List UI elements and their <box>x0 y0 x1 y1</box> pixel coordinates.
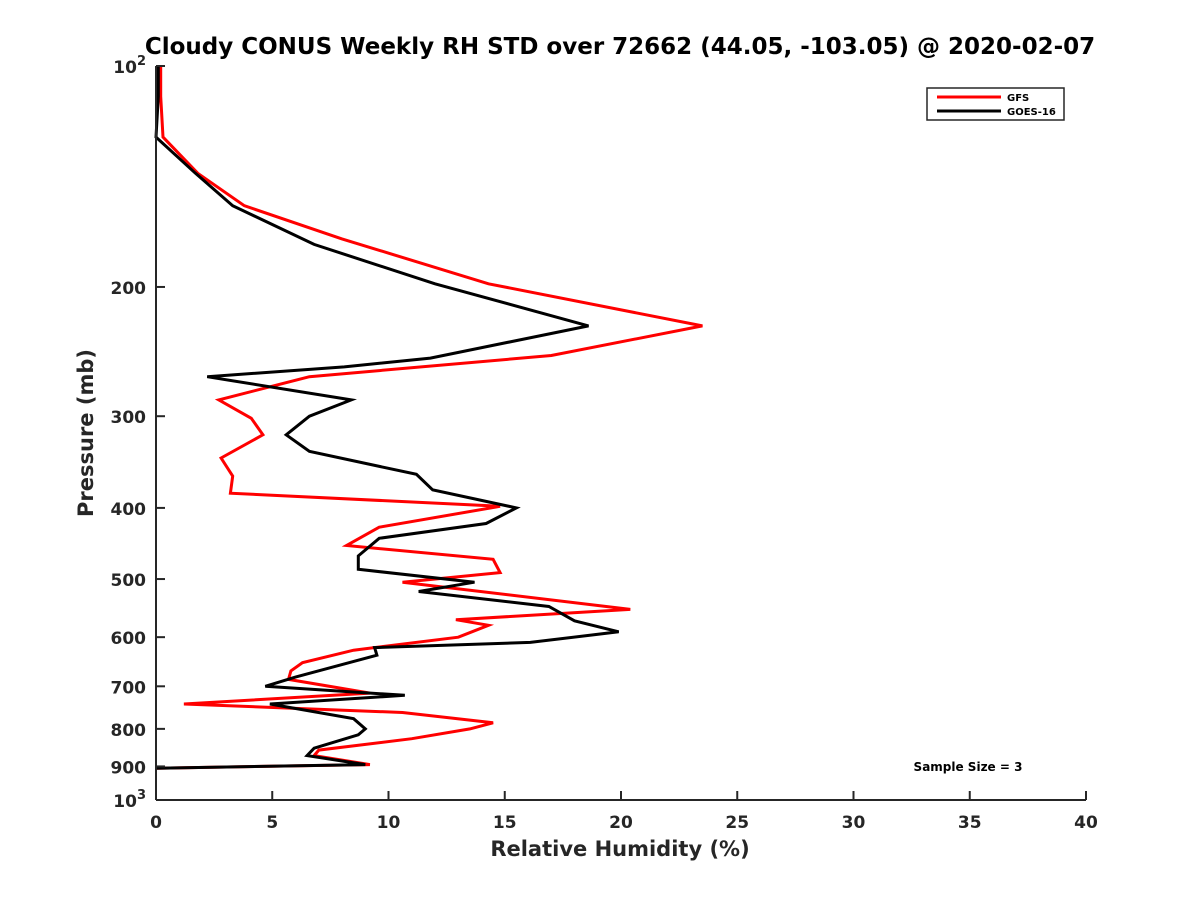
legend-label: GFS <box>1007 93 1029 104</box>
y-tick-label: 300 <box>111 408 147 428</box>
y-tick-label: 200 <box>111 279 147 299</box>
x-tick-label: 25 <box>725 813 749 833</box>
y-tick-label: 700 <box>111 678 147 698</box>
x-tick-label: 15 <box>493 813 517 833</box>
series-line-gfs <box>155 66 703 770</box>
x-axis-label: Relative Humidity (%) <box>490 837 749 861</box>
sample-size-annotation: Sample Size = 3 <box>914 760 1023 774</box>
y-tick-label: 800 <box>111 721 147 741</box>
legend: GFS GOES-16 <box>926 87 1065 121</box>
x-tick-label: 0 <box>150 813 162 833</box>
chart-title: Cloudy CONUS Weekly RH STD over 72662 (4… <box>145 34 1095 60</box>
x-tick-label: 5 <box>266 813 278 833</box>
y-tick-label: 900 <box>111 758 147 778</box>
series-line-goes-16 <box>154 66 620 770</box>
y-axis-label: Pressure (mb) <box>74 349 98 517</box>
y-tick-label: 600 <box>111 629 147 649</box>
x-tick-label: 40 <box>1074 813 1098 833</box>
x-tick-label: 20 <box>609 813 633 833</box>
y-tick-label: 400 <box>111 500 147 520</box>
legend-box <box>926 87 1065 121</box>
y-tick-label: 500 <box>111 571 147 591</box>
x-tick-label: 10 <box>377 813 401 833</box>
x-tick-label: 35 <box>958 813 982 833</box>
series-layer <box>154 66 703 770</box>
x-tick-label: 30 <box>842 813 866 833</box>
legend-label: GOES-16 <box>1007 107 1056 118</box>
axes-layer: 0 5 10 15 20 25 30 35 40 102 200 300 400 500 600 700 800… <box>111 54 1098 833</box>
y-tick-label: 102 <box>113 54 146 78</box>
y-tick-label: 103 <box>113 788 146 812</box>
